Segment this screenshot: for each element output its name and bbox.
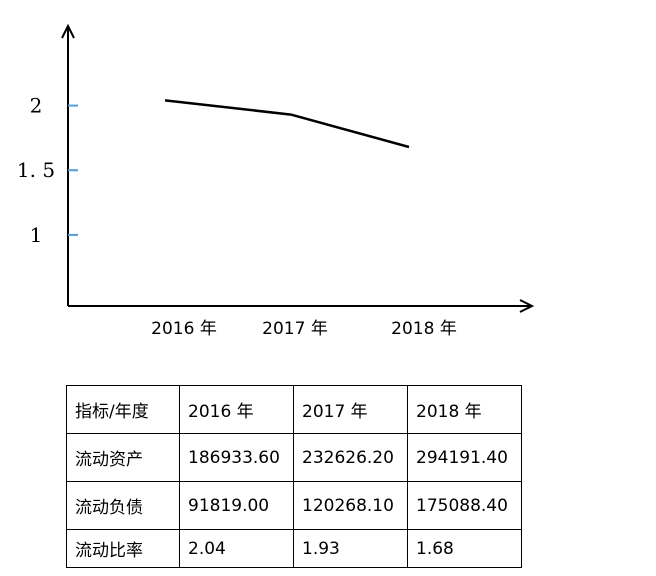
table-cell: 232626.20 [293, 433, 408, 482]
series-line [164, 99, 410, 149]
table-row: 流动比率 2.04 1.93 1.68 [66, 529, 522, 568]
table-cell: 流动比率 [66, 529, 180, 568]
table-header-cell: 2017 年 [293, 385, 408, 434]
x-axis-arrow [519, 299, 535, 313]
x-tick-labels: 2016 年 2017 年 2018 年 [151, 319, 457, 339]
table-header-row: 指标/年度 2016 年 2017 年 2018 年 [66, 385, 522, 434]
table-header-cell: 2016 年 [179, 385, 294, 434]
x-tick-label: 2018 年 [391, 319, 457, 339]
table-row: 流动资产 186933.60 232626.20 294191.40 [66, 433, 522, 482]
y-ticks: 2 1. 5 1 [17, 94, 78, 247]
x-tick-label: 2017 年 [262, 319, 328, 339]
table-row: 流动负债 91819.00 120268.10 175088.40 [66, 481, 522, 530]
table-cell: 1.93 [293, 529, 408, 568]
table-header-cell: 指标/年度 [66, 385, 180, 434]
table-cell: 1.68 [407, 529, 522, 568]
y-axis-arrow [61, 23, 75, 39]
line-chart: 2 1. 5 1 2016 年 2017 年 2018 年 [17, 23, 535, 339]
table-cell: 294191.40 [407, 433, 522, 482]
data-table: 指标/年度 2016 年 2017 年 2018 年 流动资产 186933.6… [66, 385, 522, 568]
y-tick-label: 1. 5 [17, 158, 55, 182]
table-cell: 流动负债 [66, 481, 180, 530]
y-tick-label: 2 [30, 94, 43, 118]
x-tick-label: 2016 年 [151, 319, 217, 339]
table-cell: 175088.40 [407, 481, 522, 530]
table-cell: 120268.10 [293, 481, 408, 530]
table-cell: 186933.60 [179, 433, 294, 482]
table-cell: 流动资产 [66, 433, 180, 482]
series-group [164, 99, 410, 149]
table-cell: 91819.00 [179, 481, 294, 530]
y-tick-label: 1 [30, 223, 43, 247]
table-cell: 2.04 [179, 529, 294, 568]
table-header-cell: 2018 年 [407, 385, 522, 434]
chart-axes [61, 23, 535, 313]
